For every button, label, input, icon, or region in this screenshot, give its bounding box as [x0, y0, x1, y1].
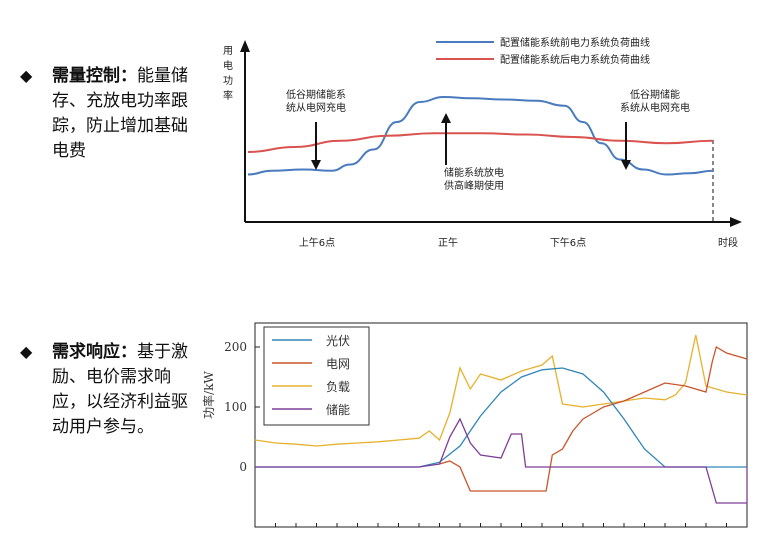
- arrow-down-icon: [311, 160, 321, 170]
- series-line-1: [439, 346, 748, 492]
- y-tick-label: 200: [224, 340, 247, 354]
- y-axis-label: 功率/kW: [201, 371, 216, 419]
- annotation-text: 低谷期储能系: [286, 88, 346, 101]
- legend-label: 负载: [326, 380, 350, 394]
- load-before-storage-line: [247, 95, 714, 176]
- load-after-storage-line: [247, 132, 714, 153]
- diamond-bullet-icon: ◆: [20, 66, 33, 85]
- demand-response-term: 需求响应: [52, 342, 120, 362]
- legend-label: 配置储能系统前电力系统负荷曲线: [500, 36, 650, 49]
- y-axis-arrow-icon: [240, 40, 250, 52]
- x-axis-label: 时段: [718, 236, 738, 249]
- x-tick-label: 正午: [438, 236, 458, 249]
- x-tick-label: 上午6点: [299, 236, 335, 249]
- legend-box: [263, 326, 370, 426]
- arrow-down-icon: [621, 160, 631, 170]
- series-line-0: [255, 367, 747, 468]
- demand-control-term: 需量控制: [52, 66, 120, 86]
- colon: ：: [120, 342, 137, 362]
- series-line-2: [254, 334, 748, 447]
- annotation-text: 低谷期储能: [630, 88, 680, 101]
- y-axis-label-char: 功: [223, 75, 233, 87]
- y-tick-label: 0: [239, 460, 247, 474]
- demand-response-text: 需求响应：基于激励、电价需求响应，以经济利益驱动用户参与。: [52, 340, 202, 440]
- annotation-text: 供高峰期使用: [444, 179, 504, 192]
- diamond-bullet-icon: ◆: [20, 342, 33, 361]
- y-axis-label-char: 电: [223, 59, 233, 72]
- legend-label: 电网: [326, 357, 350, 371]
- x-tick-label: 下午6点: [550, 236, 586, 249]
- legend-label: 光伏: [326, 334, 350, 348]
- demand-control-desc: 能量储存、充放电功率跟踪，防止增加基础电费: [52, 66, 188, 161]
- y-axis-label-char: 用: [223, 46, 233, 57]
- annotation-text: 储能系统放电: [444, 166, 504, 179]
- legend-label: 配置储能系统后电力系统负荷曲线: [500, 53, 650, 66]
- arrow-up-icon: [441, 113, 451, 123]
- demand-control-text: 需量控制：能量储存、充放电功率跟踪，防止增加基础电费: [52, 64, 202, 164]
- annotation-text: 统从电网充电: [286, 101, 346, 114]
- y-tick-label: 100: [224, 400, 247, 414]
- x-axis-arrow-icon: [730, 217, 742, 227]
- demand-response-desc: 基于激励、电价需求响应，以经济利益驱动用户参与。: [52, 342, 188, 437]
- legend-label: 储能: [326, 402, 350, 417]
- y-axis-label-char: 率: [223, 89, 233, 102]
- colon: ：: [120, 66, 137, 86]
- annotation-text: 系统从电网充电: [620, 101, 690, 114]
- series-line-3: [255, 417, 748, 504]
